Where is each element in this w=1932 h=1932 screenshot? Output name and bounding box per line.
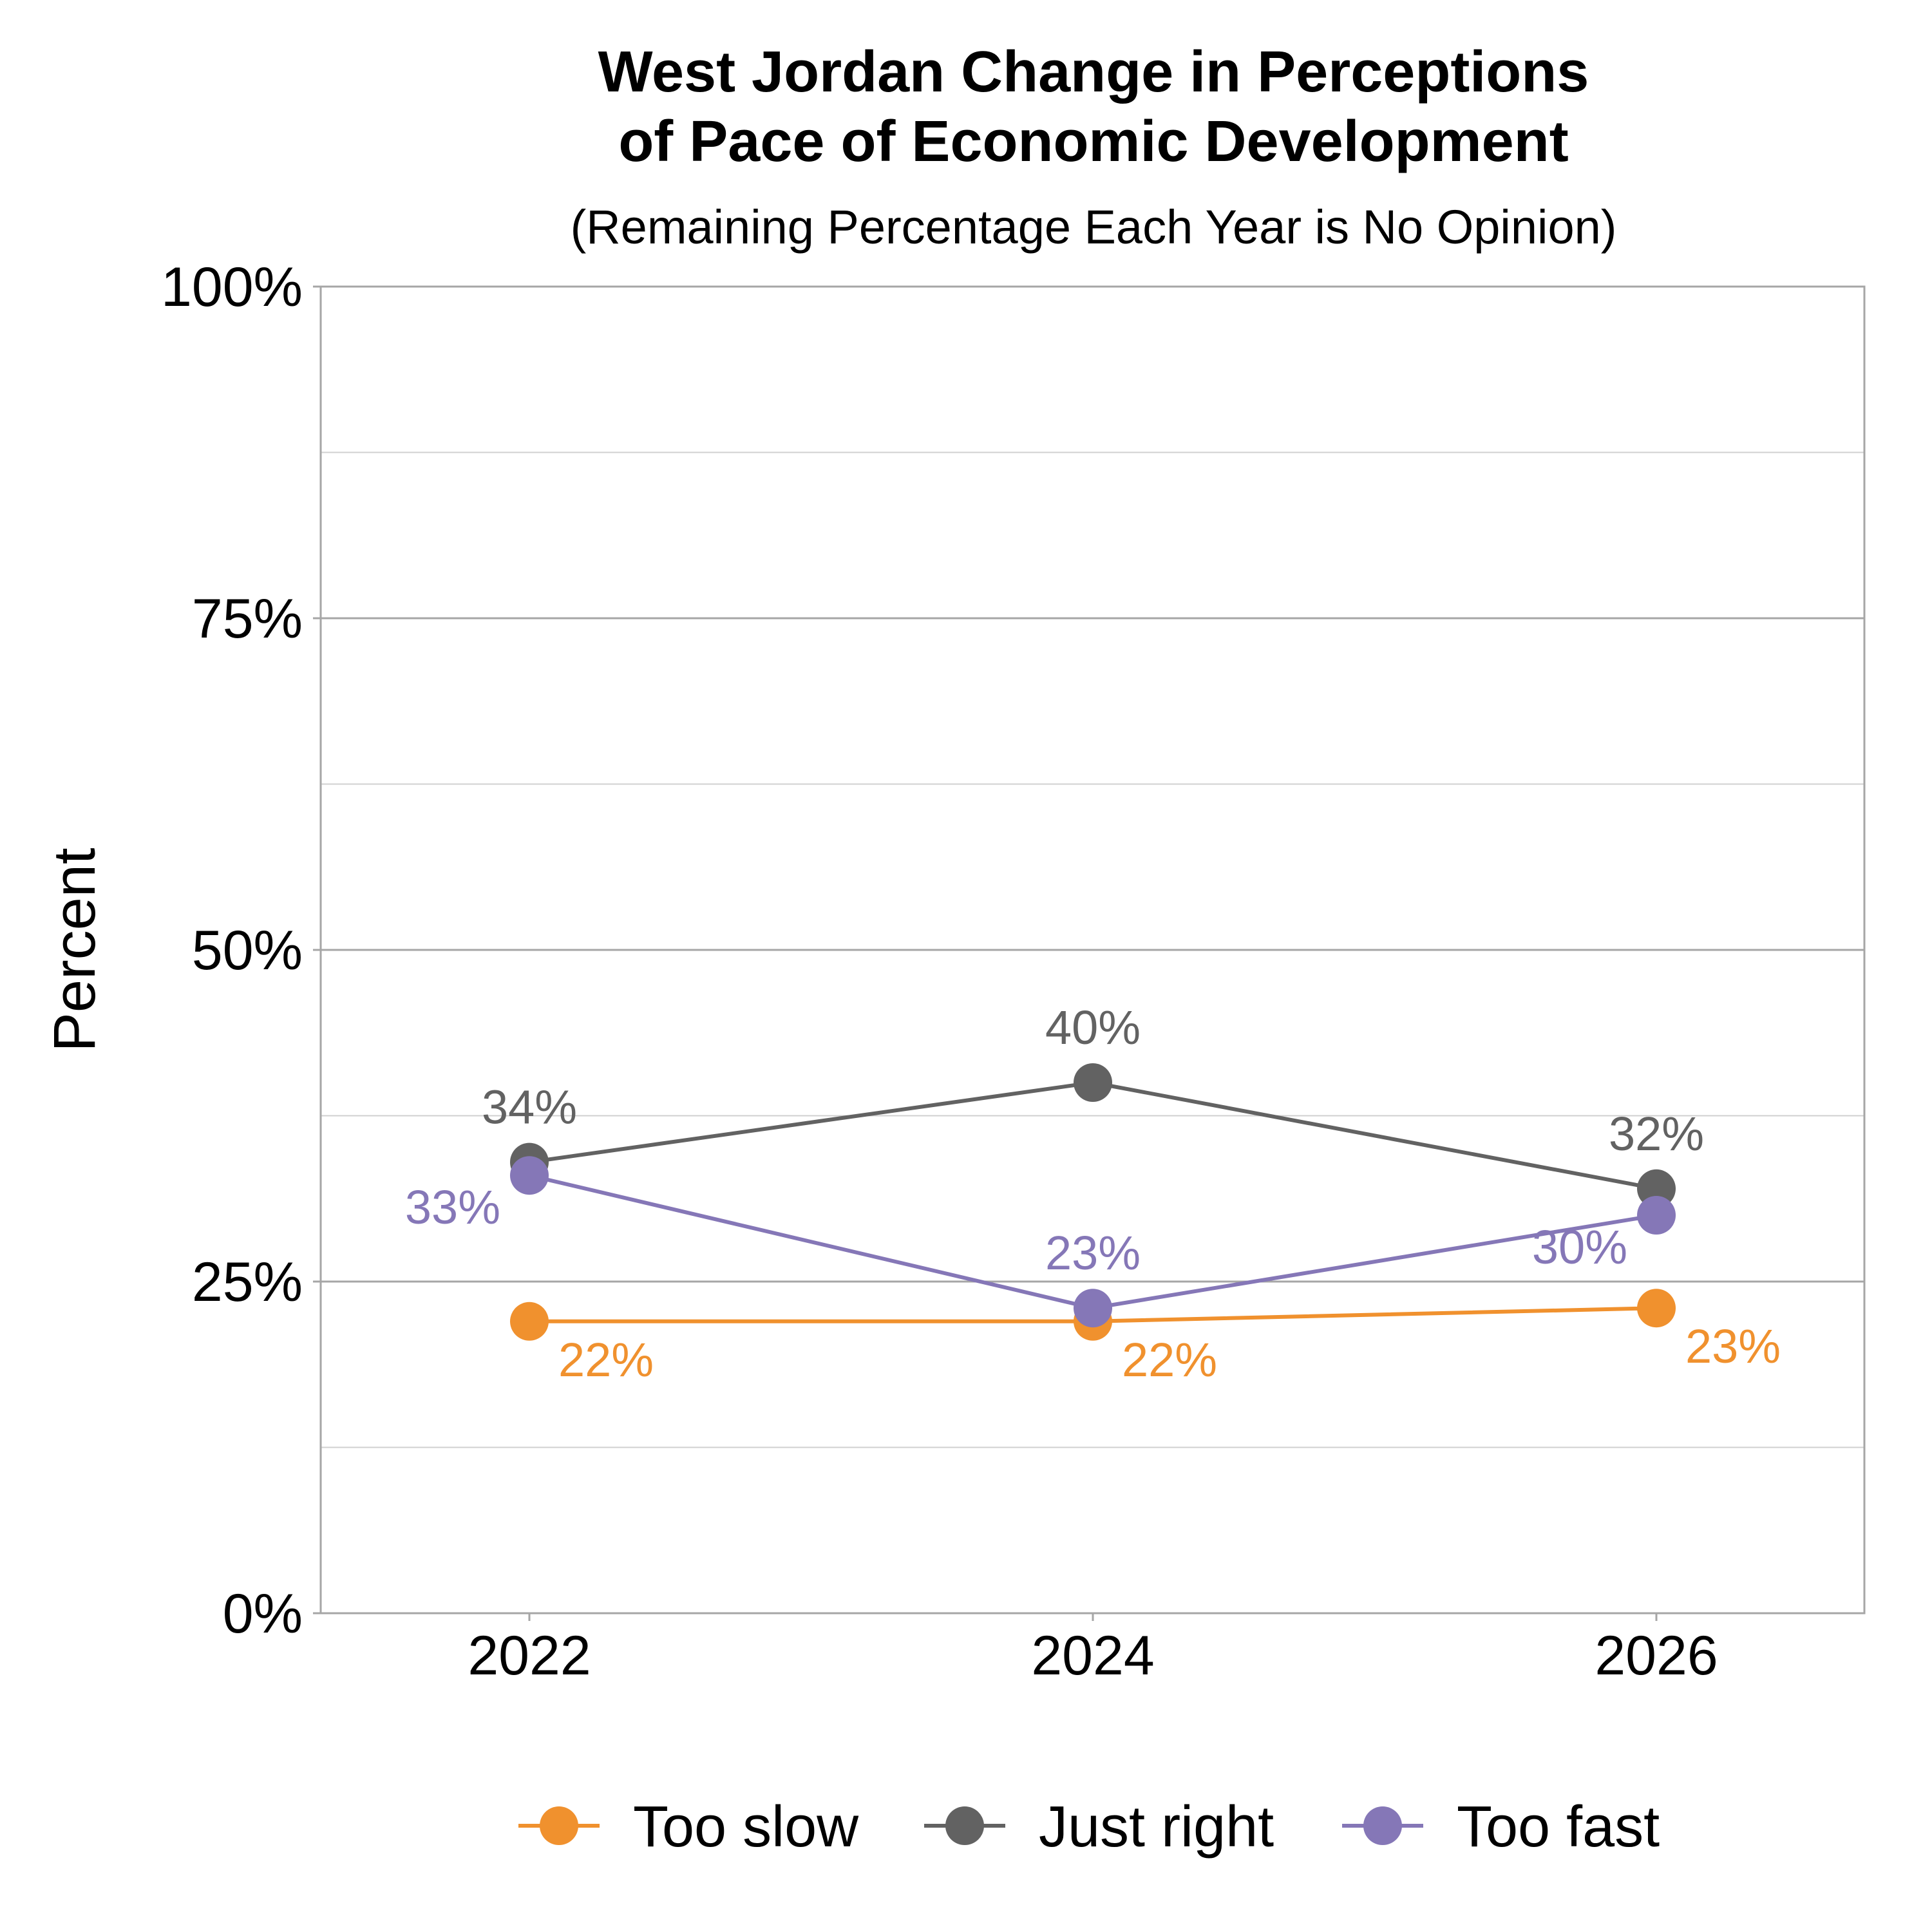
- legend-swatch-dot-just-right: [945, 1806, 984, 1845]
- data-point-too-fast: [510, 1156, 549, 1195]
- data-point-too-slow: [1637, 1289, 1676, 1328]
- y-tick-label: 100%: [161, 256, 303, 318]
- legend-swatch-dot-too-slow: [540, 1806, 578, 1845]
- legend-swatch-dot-too-fast: [1363, 1806, 1402, 1845]
- legend-label-too-slow: Too slow: [633, 1795, 859, 1859]
- y-tick-label: 50%: [192, 920, 303, 981]
- data-label-just-right: 34%: [482, 1081, 577, 1134]
- x-axis-ticks: 2022 2024 2026: [468, 1613, 1718, 1687]
- chart-title-line-1: West Jordan Change in Perceptions: [598, 40, 1589, 104]
- legend-label-just-right: Just right: [1039, 1795, 1274, 1859]
- data-point-just-right: [1074, 1063, 1112, 1102]
- legend: Too slow Just right Too fast: [518, 1795, 1660, 1859]
- data-label-too-slow: 23%: [1685, 1320, 1781, 1373]
- y-axis-label: Percent: [42, 848, 108, 1052]
- x-tick-label: 2022: [468, 1625, 591, 1687]
- data-point-too-fast: [1074, 1289, 1112, 1328]
- legend-label-too-fast: Too fast: [1457, 1795, 1660, 1859]
- gridlines: [321, 285, 1864, 1615]
- y-tick-label: 0%: [223, 1583, 303, 1645]
- data-point-too-fast: [1637, 1196, 1676, 1235]
- data-label-too-slow: 22%: [558, 1333, 654, 1387]
- chart-subtitle: (Remaining Percentage Each Year is No Op…: [571, 200, 1617, 254]
- y-tick-label: 75%: [192, 588, 303, 650]
- chart-title-line-2: of Pace of Economic Development: [618, 109, 1568, 174]
- data-label-just-right: 40%: [1045, 1001, 1141, 1054]
- data-label-just-right: 32%: [1609, 1107, 1704, 1160]
- data-labels: 22% 22% 23% 34% 40% 32% 33% 23% 30%: [405, 1001, 1781, 1387]
- data-label-too-fast: 23%: [1045, 1226, 1141, 1280]
- y-axis-ticks: 0% 25% 50% 75% 100%: [161, 256, 321, 1645]
- data-label-too-slow: 22%: [1122, 1333, 1217, 1387]
- x-tick-label: 2024: [1031, 1625, 1154, 1687]
- data-label-too-fast: 30%: [1532, 1220, 1627, 1274]
- series-group: [510, 1063, 1676, 1341]
- y-tick-label: 25%: [192, 1251, 303, 1313]
- x-tick-label: 2026: [1595, 1625, 1718, 1687]
- data-label-too-fast: 33%: [405, 1180, 500, 1234]
- data-point-just-right: [1637, 1169, 1676, 1208]
- data-point-too-slow: [510, 1302, 549, 1341]
